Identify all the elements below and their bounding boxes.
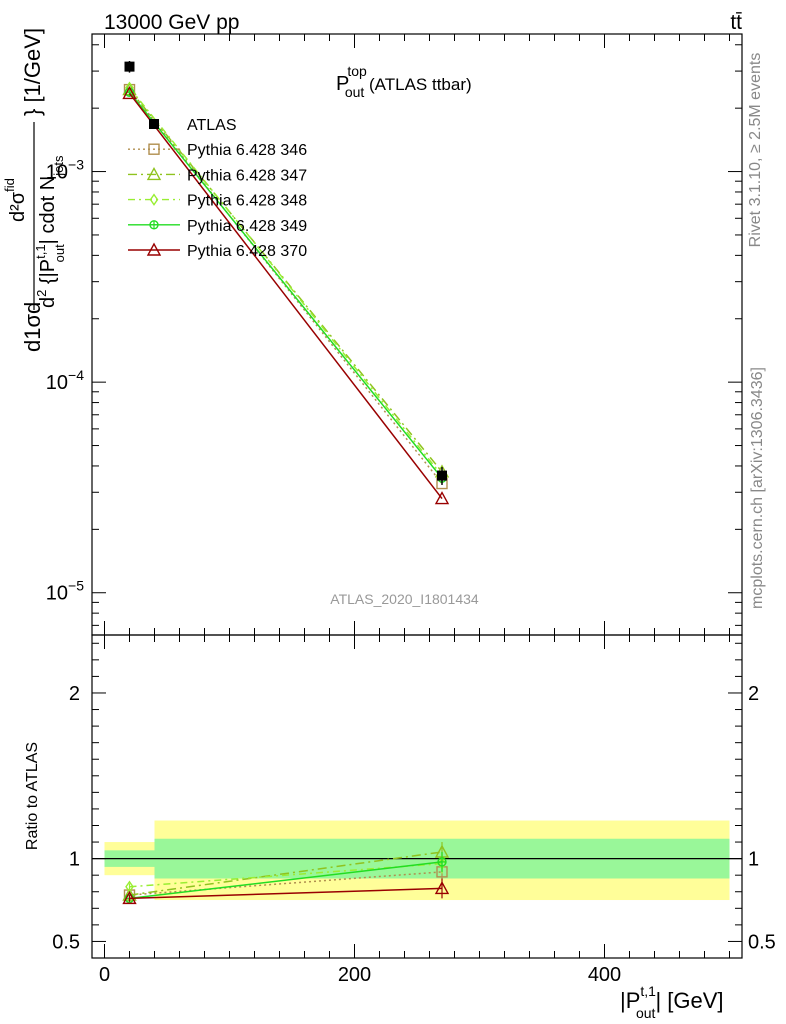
legend-entry: Pythia 6.428 347: [128, 166, 307, 184]
analysis-watermark: ATLAS_2020_I1801434: [330, 591, 479, 607]
ratio-series-line: [129, 871, 443, 896]
y-label-lead: d1σd: [20, 302, 45, 352]
series-line: [128, 91, 443, 479]
legend: ATLAS Pythia 6.428 346 Pythia 6.428 347 Pyt…: [128, 117, 307, 260]
series-line: [128, 89, 443, 473]
ratio-y-tick-label: 1: [69, 849, 80, 871]
ratio-series-pythia-6.428-370: [122, 878, 450, 905]
chart-title: Ptop out (ATLAS ttbar): [336, 63, 472, 100]
legend-label: Pythia 6.428 370: [187, 243, 307, 260]
header-right: tt̄: [730, 11, 742, 34]
legend-label: Pythia 6.428 348: [187, 193, 307, 210]
marker-filled-square: [149, 119, 159, 129]
legend-entry: ATLAS: [149, 117, 237, 134]
marker-filled-square: [124, 61, 135, 72]
rivet-label: Rivet 3.1.10, ≥ 2.5M events: [747, 53, 764, 248]
y-tick-label: 10−4: [46, 367, 84, 394]
marker-open-triangle: [122, 85, 137, 100]
legend-label: Pythia 6.428 347: [187, 167, 307, 184]
y-tick-label: 10−3: [46, 157, 84, 184]
x-tick-label: 200: [338, 964, 371, 986]
ratio-y-tick-label-right: 2: [748, 683, 759, 705]
y-label-tail: } [1/GeV]: [20, 28, 45, 116]
legend-entry: Pythia 6.428 348: [128, 193, 307, 210]
y-label-numerator: d²σfid: [2, 178, 29, 222]
legend-entry: Pythia 6.428 349: [128, 218, 307, 235]
ratio-series-line: [129, 851, 443, 896]
series-line: [128, 87, 443, 477]
x-axis-label: |Pt,1 out| [GeV]: [620, 983, 724, 1021]
legend-label: Pythia 6.428 349: [187, 218, 307, 235]
marker-open-diamond: [149, 193, 159, 206]
series-line: [128, 89, 443, 485]
ratio-frame: [91, 634, 743, 959]
x-tick-label: 0: [99, 964, 110, 986]
ratio-panel: 0.5 0.5 1 1 2 2 0 200 400 Ratio to ATLAS |Pt,1 out|…: [24, 634, 776, 1021]
legend-label: ATLAS: [187, 117, 237, 134]
marker-open-triangle: [434, 491, 450, 505]
ratio-series-line: [129, 887, 443, 900]
marker-open-triangle: [146, 166, 162, 181]
legend-label: Pythia 6.428 346: [187, 142, 307, 159]
ratio-y-tick-label: 2: [69, 683, 80, 705]
header-left: 13000 GeV pp: [104, 11, 239, 34]
ratio-y-tick-label-right: 1: [748, 849, 759, 871]
marker-open-triangle: [146, 242, 162, 256]
ratio-y-tick-label: 0.5: [52, 931, 80, 953]
x-tick-label: 400: [588, 964, 621, 986]
series-atlas-data: [124, 60, 447, 485]
ratio-y-tick-label-right: 0.5: [748, 931, 776, 953]
legend-entry: Pythia 6.428 346: [128, 142, 307, 159]
marker-open-square: [148, 143, 160, 155]
ratio-series-line: [129, 861, 443, 900]
marker-open-triangle: [122, 890, 137, 905]
main-panel: 10−510−410−310−2Ptopout (ATLAS ttbar)d1σ…: [2, 28, 743, 636]
mcplots-label: mcplots.cern.ch [arXiv:1306.3436]: [749, 367, 766, 609]
ratio-y-axis-label: Ratio to ATLAS: [24, 742, 41, 850]
y-label-denominator: d2 {|Pt,1 out| cdot Njets: [33, 155, 67, 308]
legend-entry: Pythia 6.428 370: [128, 242, 307, 260]
y-tick-label: 10−5: [46, 578, 84, 605]
marker-open-triangle: [434, 880, 450, 895]
series-line: [128, 92, 443, 500]
marker-filled-square: [437, 470, 447, 481]
series-pythia-6.428-370: [122, 85, 450, 505]
